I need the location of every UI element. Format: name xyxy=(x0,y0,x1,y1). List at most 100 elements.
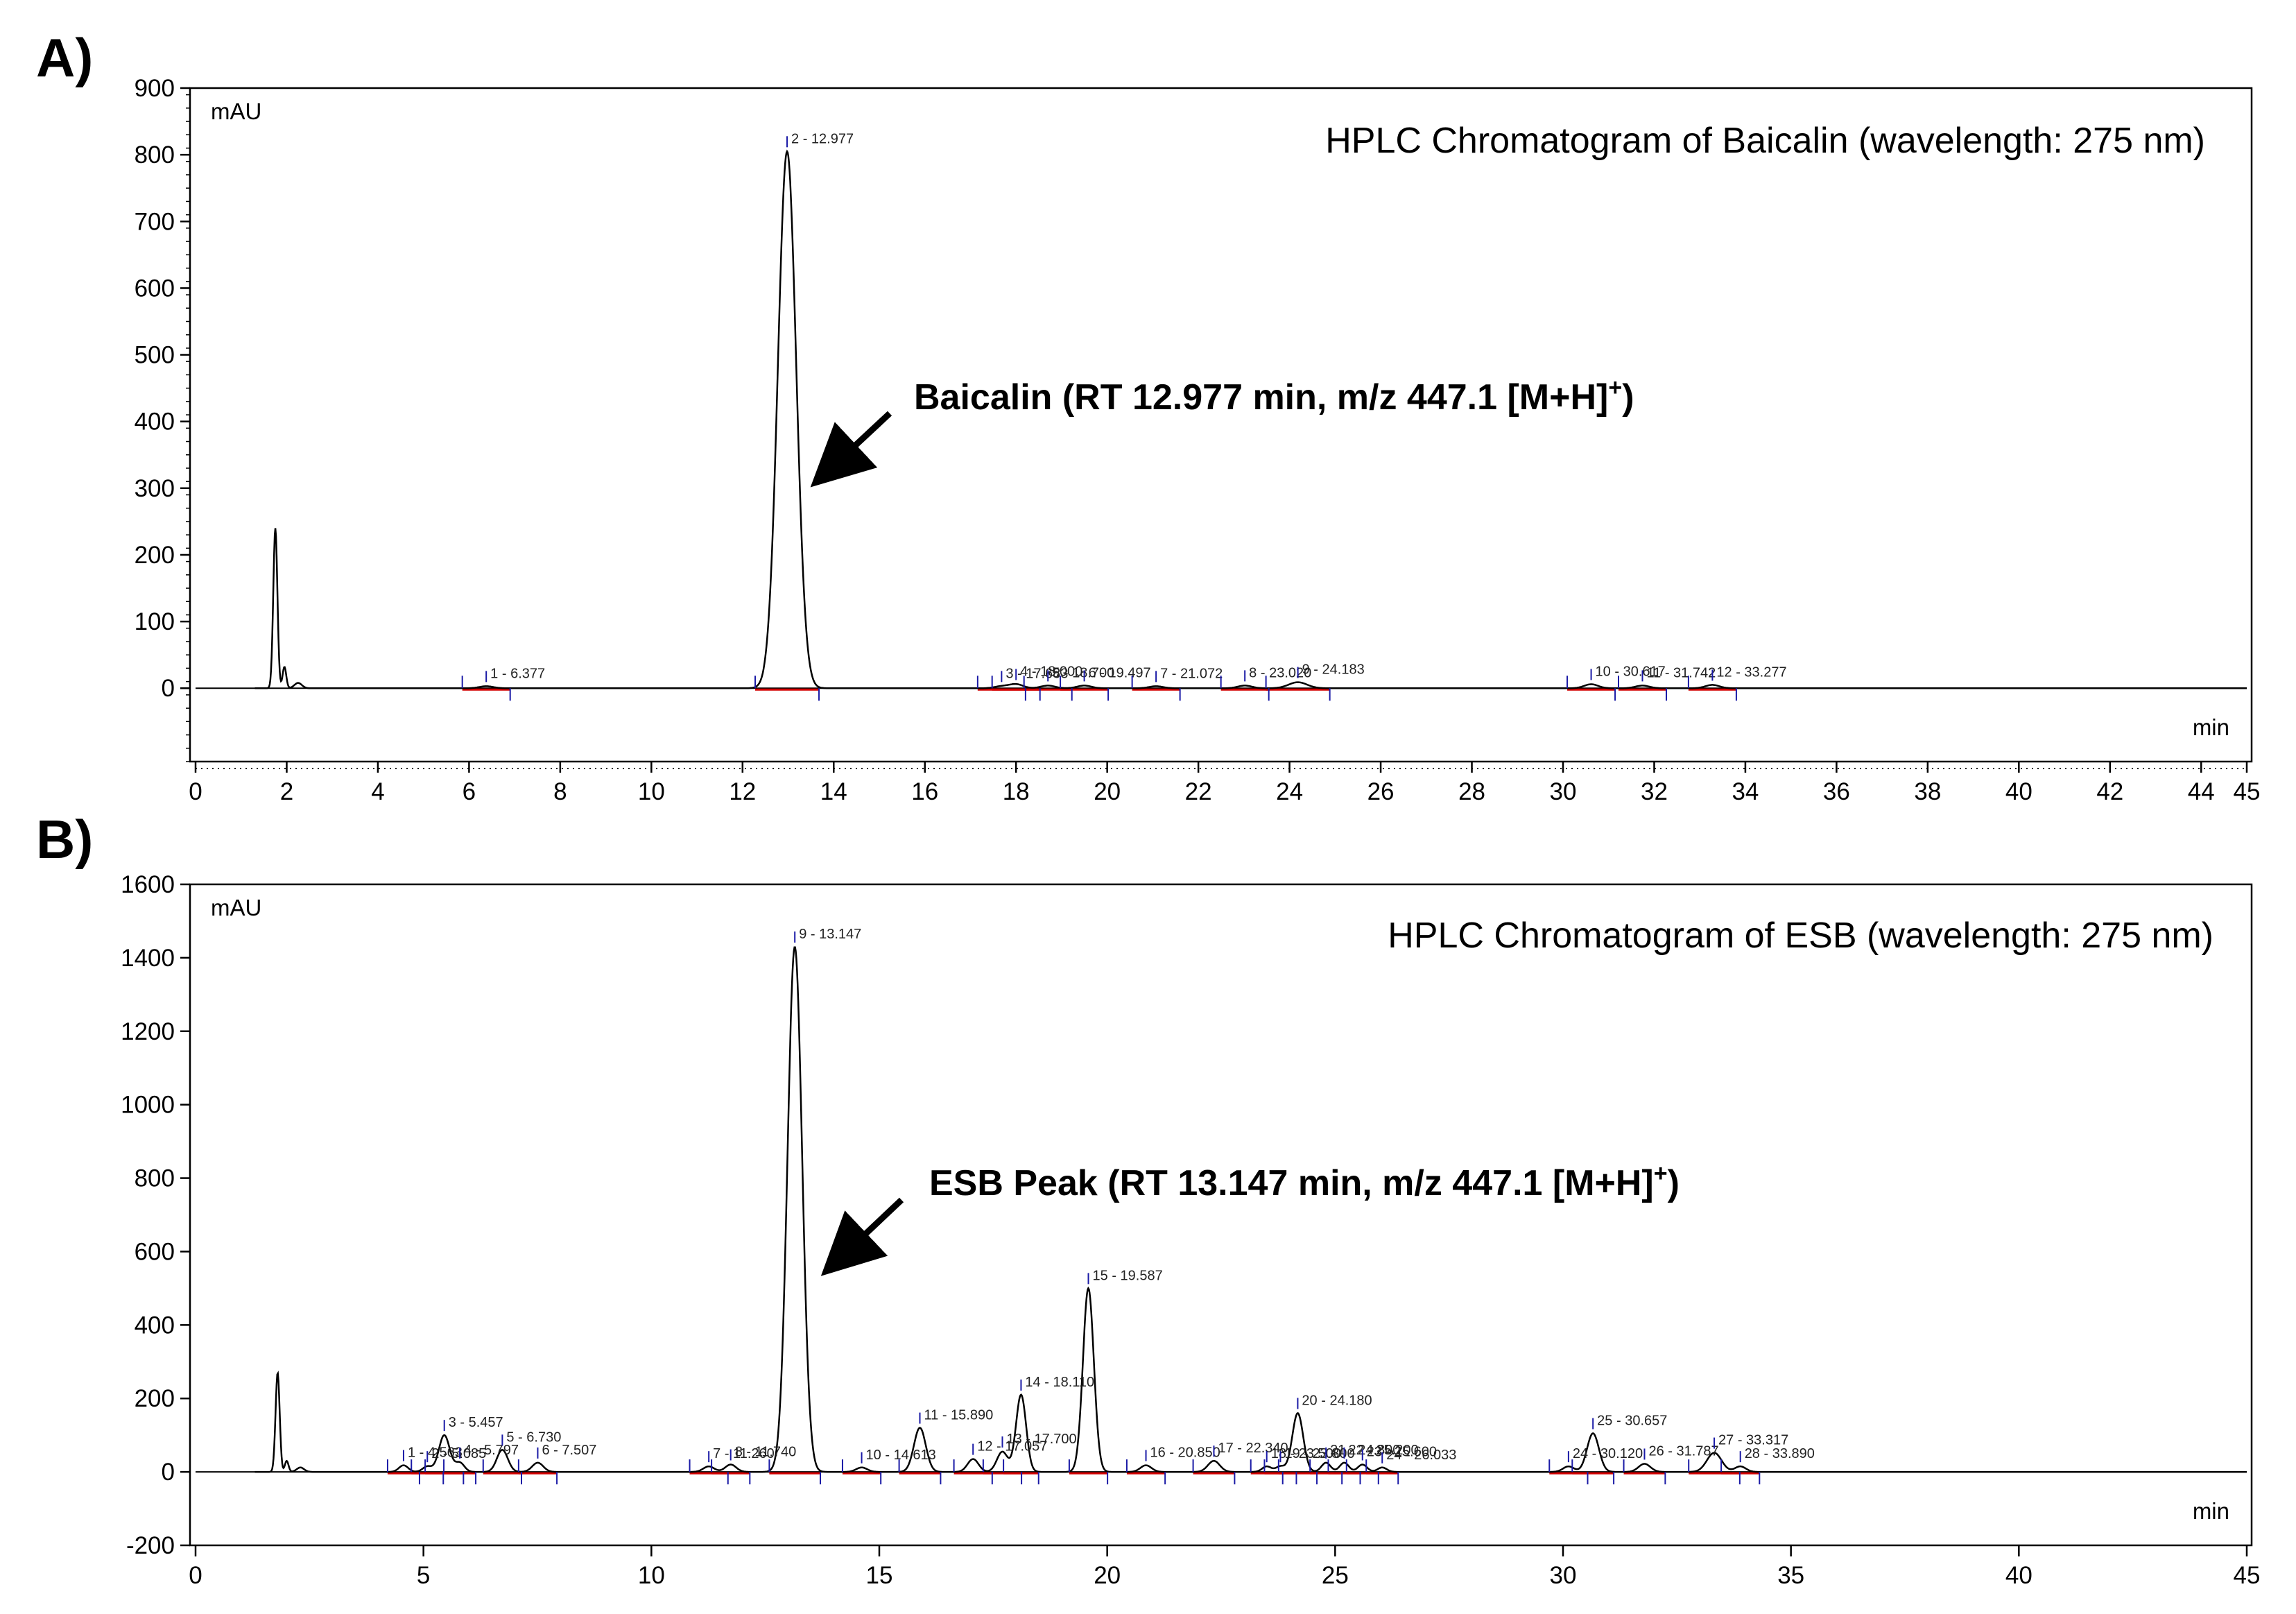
peak-label: 8 - 23.020 xyxy=(1249,665,1311,680)
peak-label: 1 - 4.563 xyxy=(408,1445,463,1461)
peak-label: 17 - 22.340 xyxy=(1218,1441,1288,1456)
peak-label: 3 - 5.457 xyxy=(449,1415,503,1430)
peak-label: 10 - 30.617 xyxy=(1596,664,1666,679)
peak-label: 7 - 21.072 xyxy=(1160,666,1223,681)
panel-a-label: A) xyxy=(36,27,94,88)
y-tick-label: 1000 xyxy=(121,1092,175,1119)
peak-label: 24 - 26.033 xyxy=(1386,1448,1456,1463)
peak-label: 15 - 19.587 xyxy=(1093,1268,1163,1283)
y-tick-label: 1400 xyxy=(121,945,175,972)
chromatogram-trace xyxy=(254,946,2247,1473)
y-tick-label: 100 xyxy=(135,608,175,635)
peak-label: 5 - 6.730 xyxy=(506,1430,561,1445)
peak-label: 6 - 19.497 xyxy=(1089,665,1151,680)
peak-label: 5 - 18.700 xyxy=(1052,665,1114,680)
x-tick-label: 28 xyxy=(1458,778,1485,805)
x-tick-label: 0 xyxy=(189,1562,202,1589)
x-tick-label: 45 xyxy=(2234,1562,2261,1589)
panel-b-label: B) xyxy=(36,809,94,870)
y-tick-label: 300 xyxy=(135,475,175,502)
y-tick-label: 500 xyxy=(135,342,175,369)
peak-label: 12 - 17.057 xyxy=(977,1439,1047,1454)
chart-esb: -200 0 200 400 600 800 1000 1200 1400 1600 0 5 10 15 2… xyxy=(121,871,2260,1589)
y-tick-label: 0 xyxy=(162,1459,175,1486)
annotation-text: ESB Peak (RT 13.147 min, m/z 447.1 [M+H]… xyxy=(929,1160,1680,1203)
peak-label: 4 - 18.000 xyxy=(1020,664,1082,679)
x-tick-label: 38 xyxy=(1914,778,1941,805)
peak-label: 2 - 5.085 xyxy=(431,1446,486,1461)
x-tick-label: 36 xyxy=(1823,778,1850,805)
x-tick-label: 25 xyxy=(1322,1562,1349,1589)
x-axis-label: min xyxy=(2193,714,2229,740)
peak-label: 4 - 5.797 xyxy=(464,1443,519,1458)
x-tick-label: 44 xyxy=(2188,778,2215,805)
x-tick-label: 8 xyxy=(553,778,567,805)
x-tick-label: 10 xyxy=(638,778,665,805)
y-tick-label: 400 xyxy=(135,409,175,436)
x-tick-label: 12 xyxy=(729,778,756,805)
peak-label: 9 - 13.147 xyxy=(799,927,861,942)
peak-label: 18 - 23.500 xyxy=(1271,1446,1341,1461)
x-tick-label: 6 xyxy=(463,778,476,805)
x-tick-label: 42 xyxy=(2096,778,2123,805)
peak-label: 13 - 17.700 xyxy=(1006,1432,1076,1447)
plot-frame xyxy=(189,87,2253,763)
peak-label: 20 - 24.180 xyxy=(1302,1393,1372,1408)
chart-title: HPLC Chromatogram of Baicalin (wavelengt… xyxy=(1325,121,2205,161)
peak-label: 14 - 18.110 xyxy=(1025,1375,1094,1390)
y-tick-label: 400 xyxy=(135,1312,175,1339)
peak-label: 11 - 31.742 xyxy=(1647,665,1716,680)
x-tick-label: 14 xyxy=(820,778,847,805)
x-tick-label: 16 xyxy=(911,778,938,805)
peak-label: 28 - 33.890 xyxy=(1745,1446,1815,1461)
peak-label: 23 - 25.600 xyxy=(1367,1445,1437,1460)
y-tick-label: 900 xyxy=(135,75,175,102)
y-tick-label: 200 xyxy=(135,542,175,569)
x-tick-label: 20 xyxy=(1094,1562,1121,1589)
x-tick-label: 35 xyxy=(1777,1562,1804,1589)
chart-title: HPLC Chromatogram of ESB (wavelength: 27… xyxy=(1388,916,2213,956)
x-tick-label: 10 xyxy=(638,1562,665,1589)
annotation-text: Baicalin (RT 12.977 min, m/z 447.1 [M+H]… xyxy=(914,375,1634,418)
annotation-arrow xyxy=(810,411,892,488)
x-tick-label: 30 xyxy=(1550,1562,1577,1589)
peak-label: 8 - 11.740 xyxy=(735,1445,797,1460)
peak-label: 7 - 11.260 xyxy=(713,1446,775,1461)
peak-label: 27 - 33.317 xyxy=(1718,1433,1788,1448)
y-axis-label: mAU xyxy=(211,895,261,920)
x-tick-label: 45 xyxy=(2234,778,2261,805)
peak-label: 3 - 17.683 xyxy=(1005,666,1068,681)
peak-label: 12 - 33.277 xyxy=(1716,664,1786,680)
peak-label: 9 - 24.183 xyxy=(1302,662,1365,678)
peak-label: 24 - 30.120 xyxy=(1573,1446,1643,1461)
x-tick-label: 5 xyxy=(417,1562,430,1589)
x-tick-label: 26 xyxy=(1367,778,1395,805)
y-tick-label: 700 xyxy=(135,208,175,235)
peak-label: 25 - 30.657 xyxy=(1597,1414,1667,1429)
peak-label: 1 - 6.377 xyxy=(490,666,545,681)
y-tick-label: 800 xyxy=(135,141,175,169)
y-tick-label: 200 xyxy=(135,1385,175,1412)
y-tick-label: 1600 xyxy=(121,871,175,898)
x-tick-label: 40 xyxy=(2005,778,2032,805)
y-tick-label: -200 xyxy=(126,1532,175,1559)
x-tick-label: 20 xyxy=(1094,778,1121,805)
x-tick-label: 34 xyxy=(1732,778,1759,805)
peak-label: 19 - 23.800 xyxy=(1284,1446,1354,1461)
x-axis-label: min xyxy=(2193,1498,2229,1524)
plot-frame xyxy=(189,883,2253,1547)
x-tick-label: 18 xyxy=(1003,778,1030,805)
peak-label: 11 - 15.890 xyxy=(924,1408,994,1423)
x-tick-label: 15 xyxy=(866,1562,893,1589)
chromatogram-trace xyxy=(254,149,2247,689)
x-tick-label: 4 xyxy=(371,778,384,805)
peak-label: 16 - 20.850 xyxy=(1150,1445,1220,1461)
x-tick-label: 32 xyxy=(1641,778,1668,805)
peak-label: 22 - 25.200 xyxy=(1348,1443,1418,1458)
x-tick-label: 2 xyxy=(280,778,293,805)
y-tick-label: 600 xyxy=(135,275,175,302)
x-tick-label: 40 xyxy=(2005,1562,2032,1589)
y-axis-label: mAU xyxy=(211,98,261,124)
